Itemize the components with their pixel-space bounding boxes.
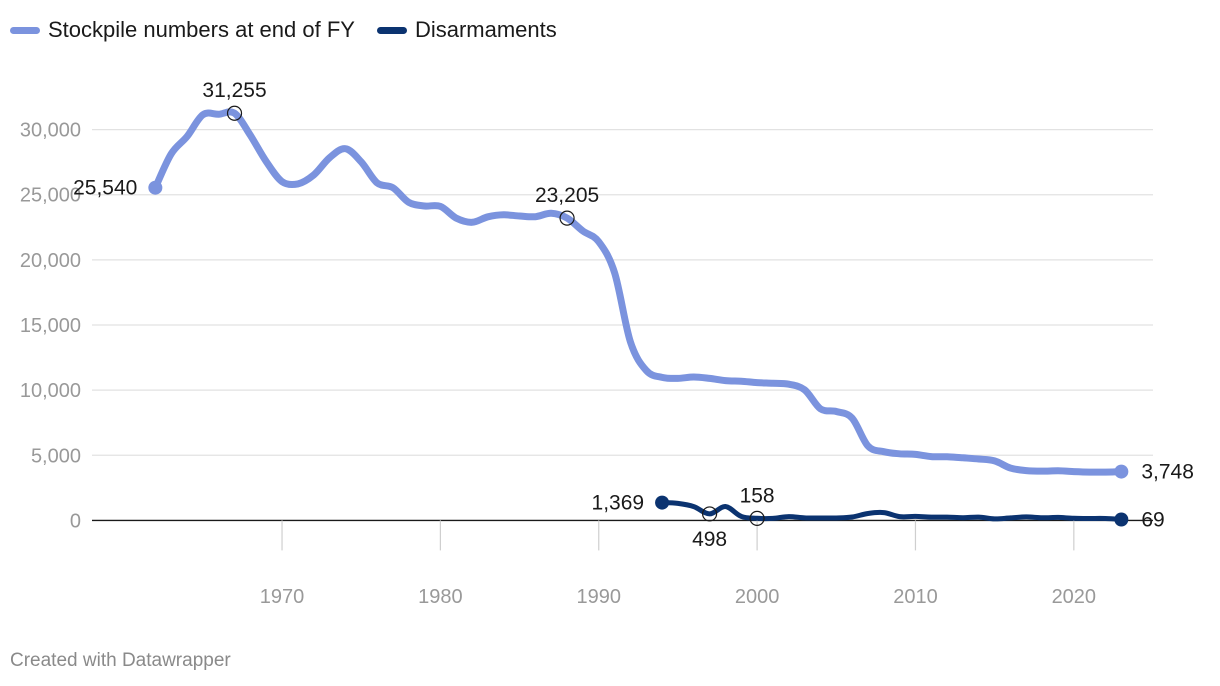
series-line-disarmaments [659, 500, 1124, 522]
legend: Stockpile numbers at end of FY Disarmame… [10, 16, 557, 44]
data-label-disarmaments: 69 [1141, 509, 1164, 532]
legend-swatch-disarmaments [376, 26, 407, 34]
highlight-marker-disarmaments [749, 510, 765, 526]
series-line-stockpile [151, 108, 1125, 476]
legend-swatch-stockpile [10, 26, 40, 34]
legend-label-disarmaments: Disarmaments [414, 17, 557, 42]
data-label-disarmaments: 158 [740, 484, 775, 507]
x-tick-label: 2000 [735, 586, 780, 608]
y-tick-label: 5,000 [31, 445, 81, 467]
data-label-stockpile: 25,540 [73, 177, 137, 200]
data-label-stockpile: 31,255 [202, 79, 266, 102]
y-tick-label: 0 [70, 510, 81, 532]
footer-credit: Created with Datawrapper [10, 650, 231, 671]
legend-label-stockpile: Stockpile numbers at end of FY [48, 17, 355, 42]
x-tick-label: 1970 [260, 586, 305, 608]
x-tick-label: 2010 [893, 586, 938, 608]
x-tick-label: 1980 [418, 586, 463, 608]
y-tick-label: 30,000 [20, 120, 81, 142]
line-chart: 0 5,000 10,000 15,000 20,000 25,000 30,000 1970… [20, 79, 1194, 608]
data-label-stockpile: 3,748 [1141, 461, 1194, 484]
x-tick-label: 1990 [576, 586, 621, 608]
y-tick-label: 10,000 [20, 380, 81, 402]
legend-item-stockpile[interactable]: Stockpile numbers at end of FY [10, 17, 355, 43]
endpoint-dot-disarmaments [1114, 512, 1129, 527]
endpoint-dot-stockpile [1114, 464, 1129, 479]
endpoint-dot-stockpile [148, 180, 163, 195]
y-tick-label: 20,000 [20, 250, 81, 272]
data-label-disarmaments: 1,369 [592, 492, 645, 515]
highlight-marker-stockpile [226, 105, 243, 121]
data-label-disarmaments: 498 [692, 528, 727, 551]
legend-item-disarmaments[interactable]: Disarmaments [376, 17, 557, 43]
x-tick-label: 2020 [1052, 586, 1097, 608]
y-tick-label: 25,000 [20, 185, 81, 207]
endpoint-dot-disarmaments [655, 495, 670, 510]
highlight-marker-stockpile [559, 210, 575, 226]
data-label-stockpile: 23,205 [535, 184, 599, 207]
y-tick-label: 15,000 [20, 315, 81, 337]
highlight-marker-disarmaments [701, 506, 718, 522]
